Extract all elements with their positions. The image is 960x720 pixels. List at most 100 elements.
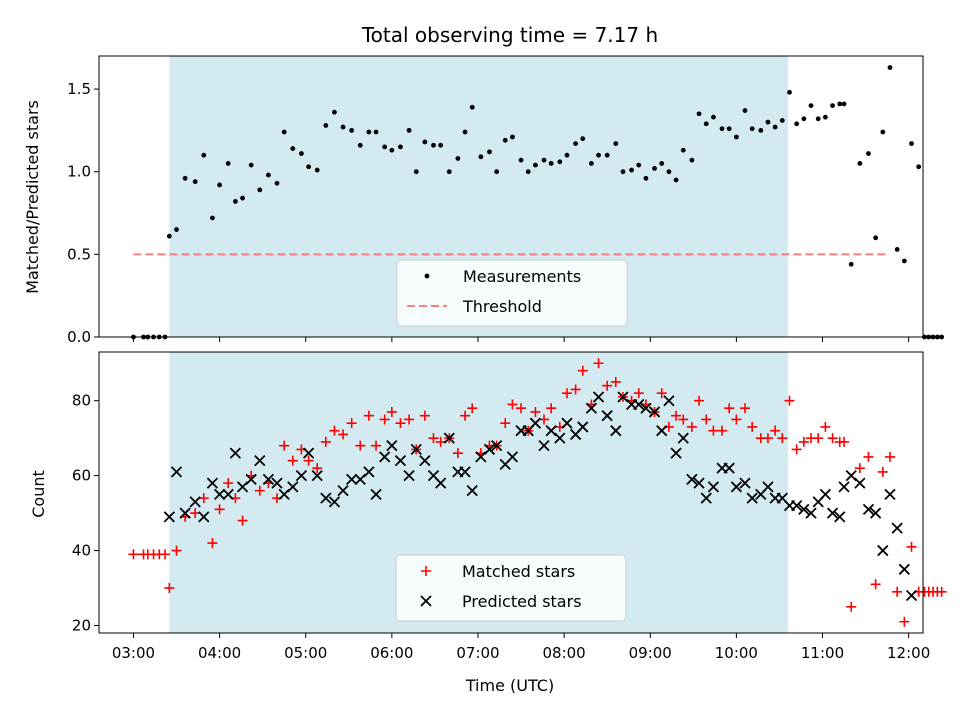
measurement-point bbox=[758, 127, 764, 133]
matched-star-point bbox=[404, 414, 415, 425]
measurement-point bbox=[182, 175, 188, 181]
predicted-star-point bbox=[577, 421, 589, 433]
measurement-point bbox=[406, 127, 412, 133]
x-tick-label: 06:00 bbox=[370, 644, 413, 662]
measurement-point bbox=[901, 258, 907, 264]
legend-entry-label: Matched stars bbox=[462, 562, 575, 581]
matched-star-point bbox=[516, 403, 527, 414]
matched-star-point bbox=[671, 410, 682, 421]
matched-star-point bbox=[460, 410, 471, 421]
measurement-point bbox=[930, 334, 936, 340]
predicted-star-point bbox=[762, 481, 774, 493]
measurement-point bbox=[357, 142, 363, 148]
predicted-star-point bbox=[854, 477, 866, 489]
matched-star-point bbox=[395, 418, 406, 429]
matched-star-point bbox=[839, 436, 850, 447]
measurement-point bbox=[726, 126, 732, 132]
measurement-point bbox=[525, 169, 531, 175]
predicted-star-point bbox=[179, 507, 191, 519]
matched-star-point bbox=[610, 376, 621, 387]
predicted-star-point bbox=[189, 496, 201, 508]
axes-frame bbox=[98, 351, 924, 634]
predicted-star-point bbox=[419, 455, 431, 467]
matched-star-point bbox=[419, 410, 430, 421]
matched-star-point bbox=[570, 384, 581, 395]
predicted-star-point bbox=[320, 492, 332, 504]
y-tick-label: 80 bbox=[72, 392, 91, 410]
measurement-point bbox=[366, 129, 372, 135]
measurement-point bbox=[880, 129, 886, 135]
measurement-point bbox=[306, 164, 311, 170]
y-tick-label: 1.5 bbox=[67, 80, 91, 98]
matched-star-point bbox=[207, 538, 218, 549]
measurement-point bbox=[290, 146, 296, 151]
measurement-point bbox=[703, 121, 709, 127]
y-tick-label: 60 bbox=[72, 467, 91, 485]
predicted-star-point bbox=[610, 425, 622, 437]
y-tick-label: 1.0 bbox=[67, 163, 91, 181]
predicted-star-point bbox=[898, 563, 910, 575]
matched-star-point bbox=[500, 418, 511, 429]
matched-star-point bbox=[777, 433, 788, 444]
matched-star-point bbox=[678, 414, 689, 425]
measurement-point bbox=[323, 123, 329, 128]
measurement-point bbox=[438, 142, 444, 148]
predicted-star-point bbox=[346, 473, 358, 486]
matched-star-point bbox=[892, 586, 903, 597]
predicted-star-point bbox=[693, 477, 705, 489]
matched-star-point bbox=[724, 403, 735, 414]
measurement-point bbox=[413, 169, 419, 175]
predicted-star-point bbox=[723, 462, 735, 474]
measurement-point bbox=[848, 261, 854, 267]
measurement-point bbox=[696, 111, 702, 117]
matched-star-point bbox=[546, 403, 557, 414]
predicted-star-point bbox=[819, 488, 832, 501]
measurement-point bbox=[711, 114, 716, 120]
predicted-star-point bbox=[435, 477, 447, 489]
predicted-star-point bbox=[739, 477, 751, 489]
predicted-star-point bbox=[869, 507, 882, 519]
measurement-point bbox=[210, 215, 215, 221]
predicted-star-point bbox=[379, 451, 391, 463]
measurement-point bbox=[673, 177, 679, 183]
predicted-star-point bbox=[245, 473, 257, 486]
predicted-star-point bbox=[363, 466, 375, 478]
matched-star-point bbox=[739, 403, 750, 414]
predicted-star-point bbox=[826, 507, 839, 519]
matched-star-point bbox=[379, 414, 390, 425]
matched-star-point bbox=[561, 388, 572, 399]
matched-star-point bbox=[846, 601, 857, 612]
matched-star-point bbox=[863, 451, 874, 462]
x-tick-label: 07:00 bbox=[456, 644, 499, 662]
y-tick-label: 0.0 bbox=[67, 328, 91, 346]
measurement-point bbox=[382, 144, 388, 150]
predicted-star-point bbox=[592, 391, 605, 403]
legend-entry-label: Predicted stars bbox=[462, 592, 582, 611]
legend: Measurements Threshold bbox=[396, 259, 628, 327]
matched-star-point bbox=[656, 388, 667, 399]
measurement-point bbox=[455, 156, 461, 161]
matched-star-point bbox=[355, 440, 366, 451]
predicted-star-point bbox=[670, 447, 682, 459]
x-tick-label: 04:00 bbox=[198, 644, 241, 662]
matched-star-point bbox=[312, 463, 323, 474]
bottom-y-axis-label: Count bbox=[29, 470, 48, 518]
measurement-point bbox=[787, 89, 792, 95]
measurement-point bbox=[643, 175, 649, 181]
predicted-star-point bbox=[707, 481, 720, 493]
matched-star-point bbox=[507, 399, 518, 410]
measurement-point bbox=[794, 121, 800, 127]
predicted-star-point bbox=[529, 417, 542, 429]
predicted-star-point bbox=[222, 488, 234, 501]
measurement-point bbox=[314, 167, 320, 173]
matched-star-point bbox=[784, 395, 795, 406]
matched-star-point bbox=[791, 444, 802, 455]
measurement-point bbox=[873, 235, 879, 241]
predicted-star-point bbox=[328, 496, 341, 508]
measurement-point bbox=[779, 118, 785, 123]
measurement-point bbox=[749, 126, 755, 132]
matched-star-point bbox=[884, 451, 895, 462]
measurement-point bbox=[332, 109, 337, 115]
measurement-point bbox=[916, 164, 922, 170]
measurement-point bbox=[620, 169, 626, 175]
